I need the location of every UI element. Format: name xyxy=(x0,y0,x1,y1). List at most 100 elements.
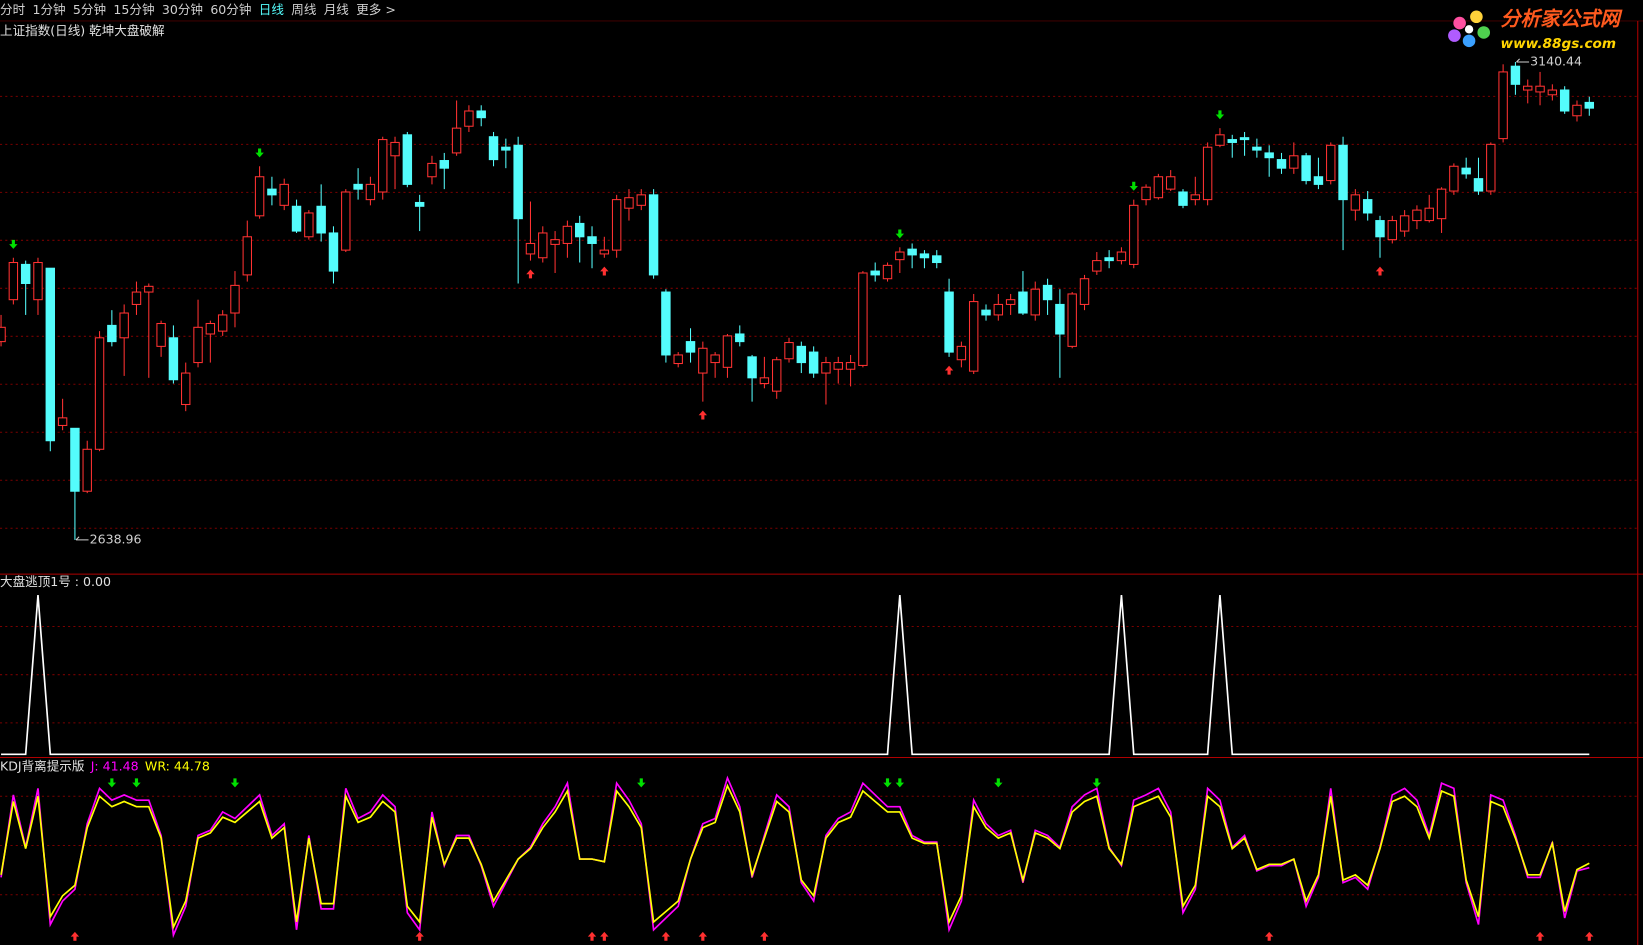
candle-up xyxy=(1399,215,1410,232)
candle-down xyxy=(1301,155,1311,182)
sell-arrow xyxy=(132,778,141,788)
candle-up xyxy=(1092,260,1102,272)
indicator-line xyxy=(0,783,1590,931)
candle-up xyxy=(1326,144,1336,182)
candle-down xyxy=(1252,146,1262,151)
toolbar-item[interactable]: 30分钟 xyxy=(162,2,203,17)
candle-up xyxy=(968,301,979,372)
logo-petal xyxy=(1477,26,1491,39)
candle-up xyxy=(895,251,905,261)
candle-up xyxy=(1387,220,1398,241)
toolbar-item[interactable]: 15分钟 xyxy=(113,2,154,17)
candle-up xyxy=(784,342,794,360)
candle-up xyxy=(119,312,129,339)
logo: 分析家公式网 www.88gs.com xyxy=(1448,7,1623,52)
candle-down xyxy=(1338,144,1348,201)
candle-down xyxy=(648,194,659,276)
candle-up xyxy=(1141,186,1151,201)
sell-arrow xyxy=(1215,110,1225,120)
buy-arrow xyxy=(1535,931,1545,941)
candle-down xyxy=(439,160,449,169)
candle-down xyxy=(414,201,425,207)
candle-up xyxy=(1523,85,1533,91)
candle-down xyxy=(1375,220,1385,238)
candle-up xyxy=(1190,194,1201,201)
candle-down xyxy=(1559,89,1570,112)
candle-up xyxy=(538,232,548,259)
toolbar-item[interactable]: 更多 > xyxy=(356,2,396,17)
logo-name: 分析家公式网 xyxy=(1500,7,1622,30)
candle-down xyxy=(1276,159,1287,169)
candle-up xyxy=(205,322,216,335)
candle-up xyxy=(230,284,240,314)
candle-up xyxy=(1498,71,1508,140)
candle-up xyxy=(1030,288,1040,316)
candle-up xyxy=(33,261,43,301)
buy-arrow xyxy=(1264,931,1274,941)
sell-arrow xyxy=(895,229,905,239)
candle-up xyxy=(1535,85,1545,93)
buy-arrow xyxy=(600,266,609,276)
candle-up xyxy=(131,291,142,305)
candle-down xyxy=(1104,257,1114,262)
candle-up xyxy=(1547,89,1558,96)
candle-down xyxy=(1461,167,1471,175)
candle-up xyxy=(304,212,314,238)
candle-down xyxy=(328,232,339,272)
candle-up xyxy=(624,197,634,209)
candle-up xyxy=(1449,165,1459,192)
legend-entry: WR: 44.78 xyxy=(145,758,210,773)
candle-up xyxy=(156,322,166,347)
pane-title: 大盘逃顶1号 : 0.00 xyxy=(0,574,111,589)
sell-arrow xyxy=(230,778,240,788)
candle-down xyxy=(1018,291,1028,314)
candle-down xyxy=(1227,139,1237,143)
candle-up xyxy=(1165,176,1176,190)
candle-down xyxy=(501,146,511,151)
buy-arrow xyxy=(70,931,80,941)
logo-petal xyxy=(1448,29,1461,42)
candle-up xyxy=(82,448,92,492)
toolbar-item[interactable]: 60分钟 xyxy=(210,2,251,17)
candle-up xyxy=(759,377,770,385)
toolbar-item[interactable]: 5分钟 xyxy=(73,2,106,17)
candle-down xyxy=(944,291,954,353)
candle-down xyxy=(476,110,486,119)
candle-up xyxy=(993,303,1004,316)
chart-title: 上证指数(日线) 乾坤大盘破解 xyxy=(0,23,165,38)
buy-arrow xyxy=(944,365,954,375)
candle-down xyxy=(907,248,917,256)
toolbar-item[interactable]: 周线 xyxy=(291,2,317,17)
candle-up xyxy=(710,354,720,364)
candle-down xyxy=(796,345,807,364)
candle-down xyxy=(661,291,671,356)
candle-up xyxy=(193,326,203,364)
candle-up xyxy=(1153,176,1164,199)
buy-arrow xyxy=(760,931,769,941)
candle-up xyxy=(858,272,868,366)
toolbar-item[interactable]: 月线 xyxy=(324,2,350,17)
candle-up xyxy=(821,362,831,374)
candle-up xyxy=(181,372,191,406)
toolbar-item[interactable]: 1分钟 xyxy=(32,2,65,17)
candle-down xyxy=(267,188,277,196)
sell-arrow xyxy=(1092,778,1102,788)
candle-down xyxy=(316,205,326,234)
candle-down xyxy=(107,324,117,343)
candle-down xyxy=(747,356,757,379)
buy-arrow xyxy=(415,931,424,941)
buy-arrow xyxy=(661,931,671,941)
candle-down xyxy=(919,253,930,259)
candle-up xyxy=(427,162,437,178)
candle-down xyxy=(1313,176,1324,185)
candle-up xyxy=(1215,134,1225,146)
candle-up xyxy=(1572,104,1582,117)
candle-up xyxy=(550,239,560,245)
candle-up xyxy=(144,285,154,293)
toolbar-item[interactable]: 日线 xyxy=(259,2,285,17)
toolbar-item[interactable]: 分时 xyxy=(0,2,26,17)
candle-up xyxy=(882,264,893,280)
candle-down xyxy=(402,134,413,185)
